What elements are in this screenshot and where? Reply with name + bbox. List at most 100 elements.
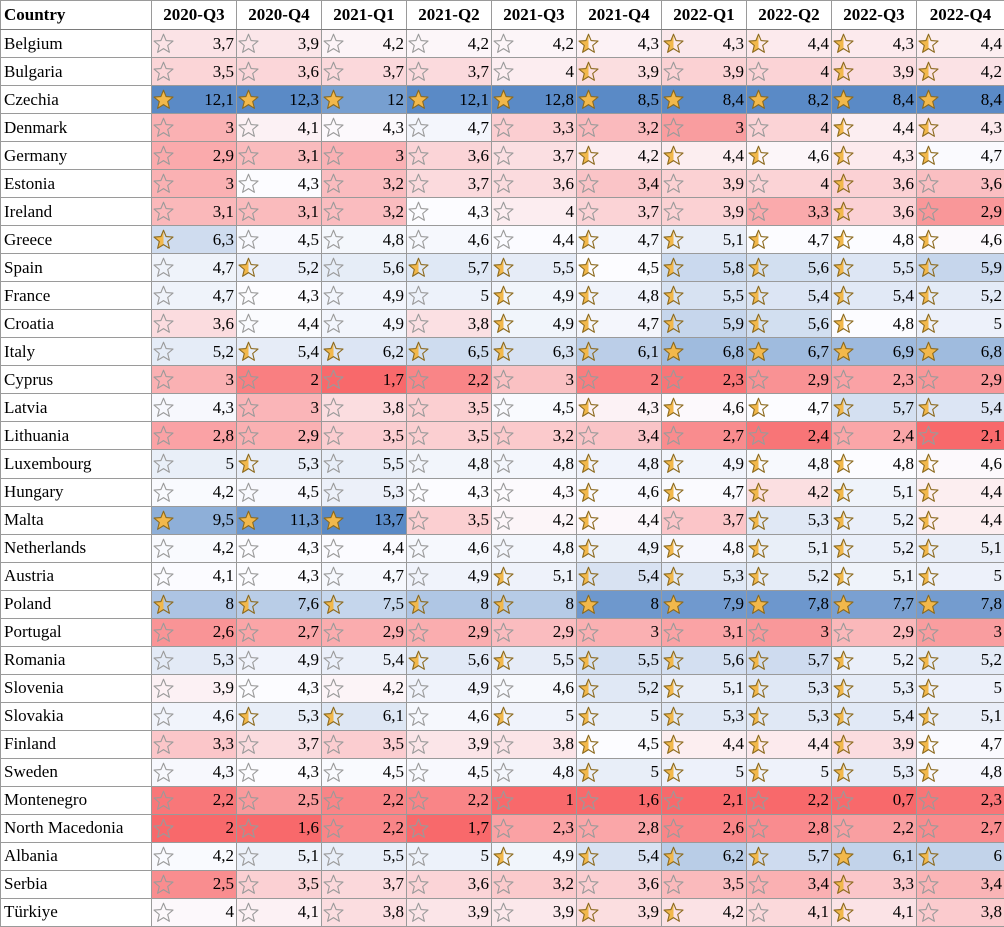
country-cell[interactable]: Poland	[0, 589, 152, 619]
value-cell[interactable]: 3,5	[661, 869, 747, 899]
value-cell[interactable]: 5,4	[236, 337, 322, 367]
value-cell[interactable]: 6,8	[661, 337, 747, 367]
value-cell[interactable]: 6,5	[406, 337, 492, 367]
value-cell[interactable]: 2,2	[321, 813, 407, 843]
value-cell[interactable]: 4,3	[661, 28, 747, 59]
value-cell[interactable]: 2,7	[236, 617, 322, 647]
value-cell[interactable]: 2	[576, 365, 662, 395]
value-cell[interactable]: 4,4	[491, 225, 577, 255]
value-cell[interactable]: 2,9	[321, 617, 407, 647]
value-cell[interactable]: 3,6	[576, 869, 662, 899]
value-cell[interactable]: 4,8	[491, 757, 577, 787]
value-cell[interactable]: 4,8	[831, 449, 917, 479]
value-cell[interactable]: 5,5	[831, 253, 917, 283]
value-cell[interactable]: 5,5	[491, 253, 577, 283]
value-cell[interactable]: 4,2	[576, 141, 662, 171]
value-cell[interactable]: 3,3	[491, 113, 577, 143]
value-cell[interactable]: 3,9	[576, 57, 662, 87]
value-cell[interactable]: 4,3	[236, 533, 322, 563]
value-cell[interactable]: 3,7	[321, 57, 407, 87]
value-cell[interactable]: 4,3	[831, 141, 917, 171]
value-cell[interactable]: 4,2	[151, 841, 237, 871]
value-cell[interactable]: 3,9	[661, 169, 747, 199]
value-cell[interactable]: 4,8	[491, 533, 577, 563]
country-cell[interactable]: Montenegro	[0, 785, 152, 815]
header-quarter[interactable]: 2020-Q4	[236, 0, 322, 30]
value-cell[interactable]: 5,6	[746, 253, 832, 283]
value-cell[interactable]: 2,2	[406, 785, 492, 815]
value-cell[interactable]: 4,4	[661, 141, 747, 171]
value-cell[interactable]: 4,8	[746, 449, 832, 479]
value-cell[interactable]: 4,8	[576, 449, 662, 479]
value-cell[interactable]: 2,9	[746, 365, 832, 395]
country-cell[interactable]: Serbia	[0, 869, 152, 899]
value-cell[interactable]: 4,9	[321, 281, 407, 311]
value-cell[interactable]: 5	[746, 757, 832, 787]
value-cell[interactable]: 3,4	[576, 169, 662, 199]
value-cell[interactable]: 5,3	[746, 505, 832, 535]
value-cell[interactable]: 5,3	[661, 701, 747, 731]
value-cell[interactable]: 3,7	[576, 197, 662, 227]
country-cell[interactable]: North Macedonia	[0, 813, 152, 843]
value-cell[interactable]: 4,3	[576, 28, 662, 59]
value-cell[interactable]: 3	[321, 141, 407, 171]
value-cell[interactable]: 4,1	[831, 897, 917, 927]
value-cell[interactable]: 3,8	[406, 309, 492, 339]
value-cell[interactable]: 5,5	[321, 449, 407, 479]
country-cell[interactable]: Latvia	[0, 393, 152, 423]
value-cell[interactable]: 4,2	[491, 28, 577, 59]
value-cell[interactable]: 5,3	[746, 673, 832, 703]
value-cell[interactable]: 5,2	[916, 645, 1004, 675]
country-cell[interactable]: Spain	[0, 253, 152, 283]
value-cell[interactable]: 5,5	[661, 281, 747, 311]
value-cell[interactable]: 4,5	[321, 757, 407, 787]
value-cell[interactable]: 2	[236, 365, 322, 395]
value-cell[interactable]: 3	[236, 393, 322, 423]
value-cell[interactable]: 6,8	[916, 337, 1004, 367]
value-cell[interactable]: 7,6	[236, 589, 322, 619]
value-cell[interactable]: 4,8	[661, 533, 747, 563]
value-cell[interactable]: 4,9	[321, 309, 407, 339]
value-cell[interactable]: 8	[406, 589, 492, 619]
country-cell[interactable]: Ireland	[0, 197, 152, 227]
value-cell[interactable]: 8	[491, 589, 577, 619]
value-cell[interactable]: 4,1	[236, 897, 322, 927]
value-cell[interactable]: 2,5	[151, 869, 237, 899]
country-cell[interactable]: Malta	[0, 505, 152, 535]
value-cell[interactable]: 7,9	[661, 589, 747, 619]
value-cell[interactable]: 3,6	[831, 169, 917, 199]
header-quarter[interactable]: 2022-Q1	[661, 0, 747, 30]
value-cell[interactable]: 3,5	[406, 421, 492, 451]
value-cell[interactable]: 4,2	[746, 477, 832, 507]
value-cell[interactable]: 3,5	[406, 393, 492, 423]
value-cell[interactable]: 12,1	[151, 85, 237, 115]
value-cell[interactable]: 5,3	[151, 645, 237, 675]
value-cell[interactable]: 6,2	[661, 841, 747, 871]
value-cell[interactable]: 4,3	[831, 28, 917, 59]
country-cell[interactable]: Sweden	[0, 757, 152, 787]
value-cell[interactable]: 3,3	[831, 869, 917, 899]
value-cell[interactable]: 8,4	[831, 85, 917, 115]
value-cell[interactable]: 5,3	[831, 673, 917, 703]
value-cell[interactable]: 4,2	[491, 505, 577, 535]
value-cell[interactable]: 4,4	[916, 28, 1004, 59]
value-cell[interactable]: 4,6	[916, 449, 1004, 479]
value-cell[interactable]: 4,3	[236, 169, 322, 199]
value-cell[interactable]: 3,8	[491, 729, 577, 759]
value-cell[interactable]: 3,2	[321, 197, 407, 227]
value-cell[interactable]: 4,4	[576, 505, 662, 535]
value-cell[interactable]: 5	[151, 449, 237, 479]
value-cell[interactable]: 4,3	[236, 281, 322, 311]
country-cell[interactable]: Portugal	[0, 617, 152, 647]
value-cell[interactable]: 2,4	[746, 421, 832, 451]
value-cell[interactable]: 5,9	[661, 309, 747, 339]
value-cell[interactable]: 5,2	[236, 253, 322, 283]
country-cell[interactable]: France	[0, 281, 152, 311]
value-cell[interactable]: 4,7	[746, 393, 832, 423]
header-quarter[interactable]: 2022-Q3	[831, 0, 917, 30]
value-cell[interactable]: 4,4	[746, 729, 832, 759]
value-cell[interactable]: 8,4	[661, 85, 747, 115]
value-cell[interactable]: 5,1	[746, 533, 832, 563]
value-cell[interactable]: 4,3	[236, 757, 322, 787]
value-cell[interactable]: 5,4	[831, 701, 917, 731]
